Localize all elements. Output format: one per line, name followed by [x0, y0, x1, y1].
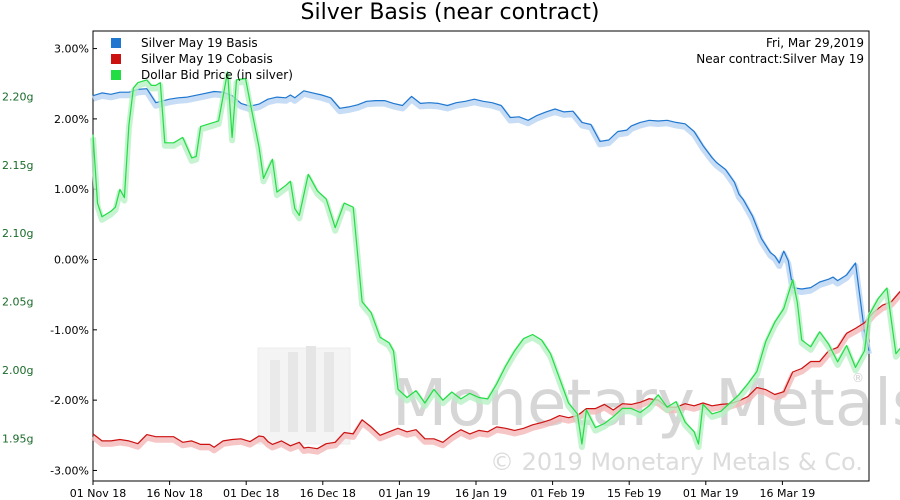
- pct-tick-label: -3.00%: [50, 464, 89, 477]
- x-tick-label: 01 Jan 19: [378, 487, 430, 500]
- pct-tick-label: 0.00%: [54, 254, 89, 267]
- legend-label-cobasis: Silver May 19 Cobasis: [141, 52, 273, 66]
- pct-tick-label: 2.00%: [54, 113, 89, 126]
- x-tick-label: 15 Feb 19: [607, 487, 661, 500]
- axes: 01 Nov 18 16 Nov 18 01 Dec 18 16 Dec 18 01 J…: [2, 43, 815, 500]
- gram-tick-label: 2.00g: [2, 364, 33, 377]
- series-layer: [90, 71, 900, 455]
- date-annotation: Fri, Mar 29,2019: [766, 36, 864, 50]
- legend-label-dollar-bid: Dollar Bid Price (in silver): [141, 68, 293, 82]
- legend-swatch-dollar-bid: [111, 70, 121, 80]
- gram-tick-label: 2.05g: [2, 296, 33, 309]
- x-tick-label: 16 Dec 18: [300, 487, 356, 500]
- x-tick-label: 16 Jan 19: [455, 487, 507, 500]
- legend-label-basis: Silver May 19 Basis: [141, 36, 258, 50]
- contract-annotation: Near contract:Silver May 19: [696, 52, 864, 66]
- series-line-0: [92, 88, 870, 352]
- pct-tick-label: 3.00%: [54, 43, 89, 56]
- x-tick-label: 01 Dec 18: [223, 487, 279, 500]
- gram-tick-label: 1.95g: [2, 433, 33, 446]
- x-tick-label: 01 Mar 19: [683, 487, 739, 500]
- legend-swatch-cobasis: [111, 54, 121, 64]
- x-tick-label: 01 Feb 19: [530, 487, 584, 500]
- series-shadow-2: [90, 71, 900, 450]
- series-shadow-0: [92, 88, 872, 355]
- watermark-logo: [257, 346, 351, 445]
- x-tick-label: 16 Mar 19: [760, 487, 816, 500]
- pct-tick-label: -2.00%: [50, 394, 89, 407]
- gram-tick-label: 2.15g: [2, 159, 33, 172]
- x-tick-label: 16 Nov 18: [146, 487, 202, 500]
- watermark-registered-mark: ®: [852, 371, 864, 385]
- pct-tick-label: -1.00%: [50, 324, 89, 337]
- gram-tick-label: 2.20g: [2, 90, 33, 103]
- chart-title: Silver Basis (near contract): [301, 0, 600, 25]
- plot-area: [92, 30, 870, 482]
- pct-tick-label: 1.00%: [54, 183, 89, 196]
- copyright-text: © 2019 Monetary Metals & Co.: [490, 448, 863, 476]
- gram-tick-label: 2.10g: [2, 227, 33, 240]
- legend: Silver May 19 Basis Silver May 19 Cobasi…: [111, 36, 293, 82]
- x-tick-label: 01 Nov 18: [70, 487, 126, 500]
- legend-swatch-basis: [111, 38, 121, 48]
- series-line-2: [92, 71, 900, 445]
